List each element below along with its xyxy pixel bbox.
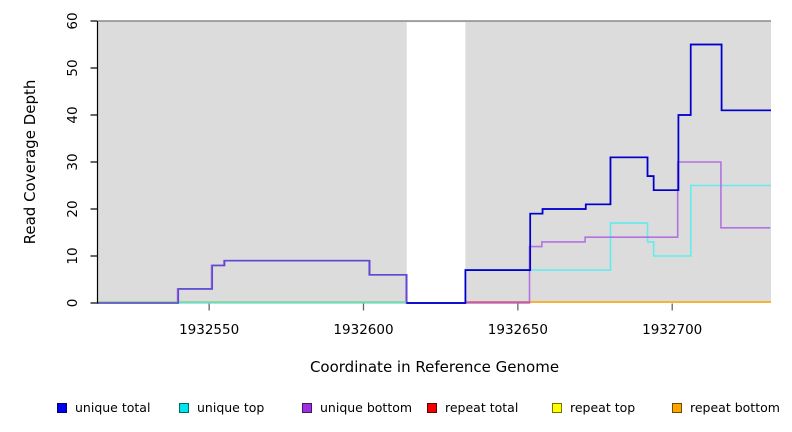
y-axis-title: Read Coverage Depth [21, 79, 39, 245]
legend: unique total unique top unique bottom repea… [0, 400, 792, 422]
legend-label: repeat top [570, 400, 636, 415]
legend-label: repeat bottom [690, 400, 780, 415]
legend-item: unique top [179, 400, 264, 415]
legend-label: repeat total [445, 400, 519, 415]
legend-label: unique top [197, 400, 265, 415]
y-tick-label: 30 [65, 153, 81, 171]
x-axis-title: Coordinate in Reference Genome [309, 358, 560, 376]
no-data-gap-band [406, 22, 466, 303]
legend-label: unique total [75, 400, 151, 415]
legend-item: unique bottom [302, 400, 412, 415]
legend-item: repeat top [552, 400, 635, 415]
y-tick-label: 60 [65, 12, 81, 30]
legend-label: unique bottom [320, 400, 413, 415]
y-tick-label: 10 [65, 247, 81, 265]
y-tick-label: 20 [65, 200, 81, 218]
legend-swatch-icon [57, 402, 67, 413]
y-tick-label: 0 [65, 298, 81, 308]
x-tick-label: 1932600 [333, 322, 394, 338]
series-unique-total-line [406, 43, 771, 304]
legend-item: unique total [57, 400, 150, 415]
legend-swatch-icon [427, 402, 437, 413]
legend-item: repeat total [427, 400, 518, 415]
x-tick-label: 1932700 [642, 322, 703, 338]
x-tick-label: 1932650 [487, 322, 548, 338]
y-tick-label: 40 [65, 106, 81, 124]
legend-swatch-icon [179, 402, 189, 413]
y-tick-label: 50 [65, 59, 81, 77]
legend-swatch-icon [302, 402, 312, 413]
x-tick-label: 1932550 [179, 322, 240, 338]
legend-swatch-icon [552, 402, 562, 413]
legend-swatch-icon [672, 402, 682, 413]
legend-item: repeat bottom [672, 400, 780, 415]
